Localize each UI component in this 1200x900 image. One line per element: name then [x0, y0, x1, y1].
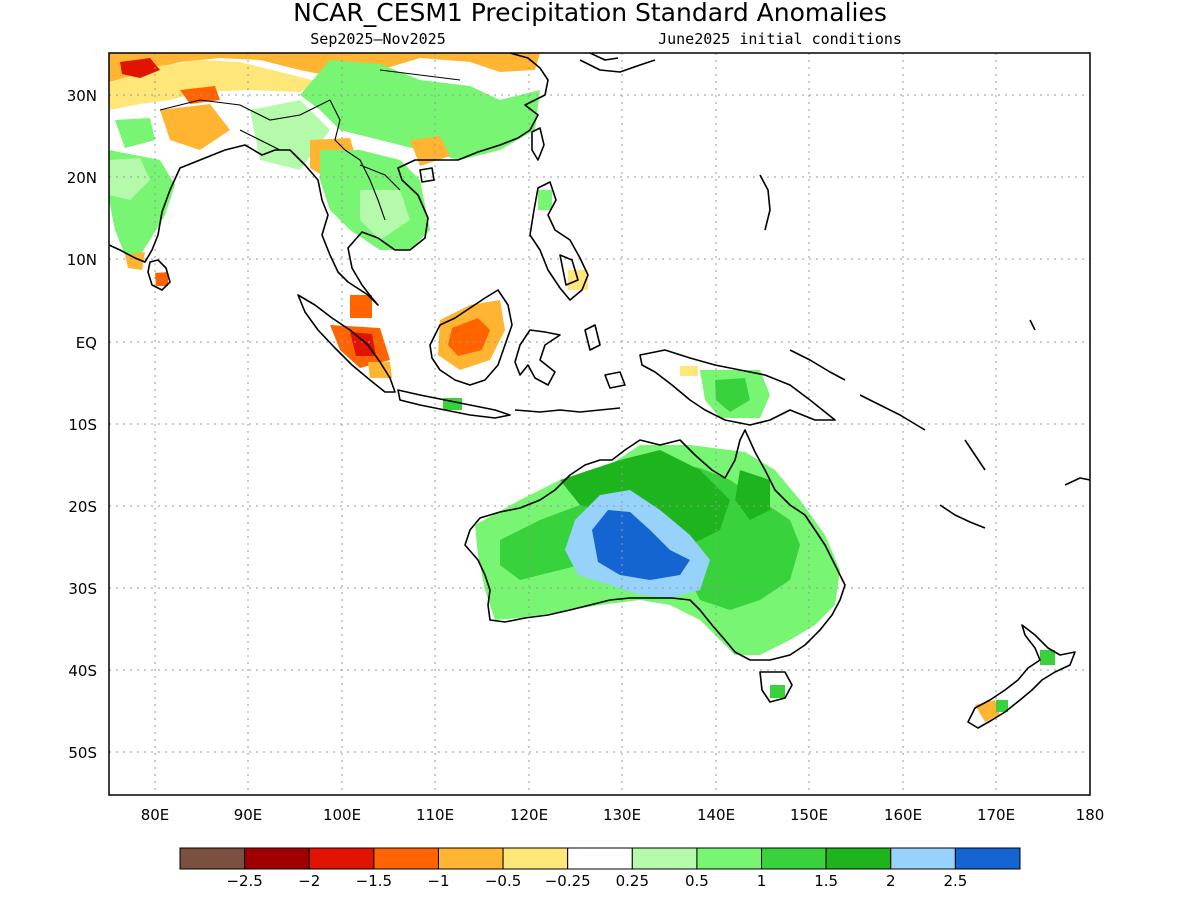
colorbar-label: 0.5: [685, 872, 709, 890]
colorbar-swatch: [567, 847, 633, 870]
colorbar-label: 1: [757, 872, 767, 890]
lon-label: 160E: [884, 806, 922, 824]
lon-label: 80E: [141, 806, 170, 824]
colorbar-swatch: [954, 847, 1021, 870]
lat-label: 30S: [68, 580, 97, 598]
season-label: Sep2025—Nov2025: [310, 30, 445, 48]
map-title: NCAR_CESM1 Precipitation Standard Anomal…: [293, 0, 887, 27]
colorbar-swatch: [373, 847, 439, 870]
colorbar-label: −1.5: [356, 872, 392, 890]
colorbar-swatch: [761, 847, 827, 870]
lat-label: 30N: [67, 87, 97, 105]
colorbar-swatch: [890, 847, 956, 870]
map-panel: [109, 53, 1090, 795]
colorbar-swatch: [437, 847, 504, 870]
colorbar-label: −2.5: [226, 872, 262, 890]
colorbar-label: 1.5: [814, 872, 838, 890]
lat-label: 20N: [67, 169, 97, 187]
colorbar-swatch: [825, 847, 892, 870]
colorbar-label: −0.25: [545, 872, 591, 890]
longitude-labels: 80E 90E 100E 110E 120E 130E 140E 150E 16…: [141, 806, 1105, 824]
country-borders: [159, 69, 461, 221]
lon-label: 110E: [416, 806, 454, 824]
lon-label: 130E: [603, 806, 641, 824]
colorbar: −2.5 −2 −1.5 −1 −0.5 −0.25 0.25 0.5 1 1.5 2 2.5: [179, 847, 1021, 890]
lon-label: 170E: [977, 806, 1015, 824]
lon-label: 150E: [790, 806, 828, 824]
lat-label: 10N: [67, 251, 97, 269]
colorbar-swatch: [631, 847, 698, 870]
lon-label: 90E: [234, 806, 263, 824]
lon-label: 180: [1076, 806, 1105, 824]
colorbar-label: 2.5: [943, 872, 967, 890]
map-frame: [108, 52, 1091, 796]
colorbar-swatch: [502, 847, 569, 870]
anomaly-shading: [109, 53, 1055, 722]
lon-label: 120E: [510, 806, 548, 824]
lat-label: 10S: [68, 416, 97, 434]
initial-conditions-label: June2025 initial conditions: [658, 30, 902, 48]
lon-label: 100E: [323, 806, 361, 824]
colorbar-label: 2: [886, 872, 896, 890]
colorbar-label: −1: [427, 872, 449, 890]
latitude-labels: 30N 20N 10N EQ 10S 20S 30S 40S 50S: [67, 87, 97, 762]
colorbar-swatch: [179, 847, 246, 870]
colorbar-label: −0.5: [485, 872, 521, 890]
colorbar-label: −2: [298, 872, 320, 890]
lat-label: EQ: [76, 334, 97, 352]
lat-label: 20S: [68, 498, 97, 516]
lat-label: 50S: [68, 744, 97, 762]
coastlines: [109, 53, 1090, 729]
lat-label: 40S: [68, 662, 97, 680]
colorbar-swatch: [244, 847, 310, 870]
lon-label: 140E: [697, 806, 735, 824]
colorbar-label: 0.25: [616, 872, 649, 890]
colorbar-swatch: [308, 847, 375, 870]
colorbar-swatch: [696, 847, 763, 870]
